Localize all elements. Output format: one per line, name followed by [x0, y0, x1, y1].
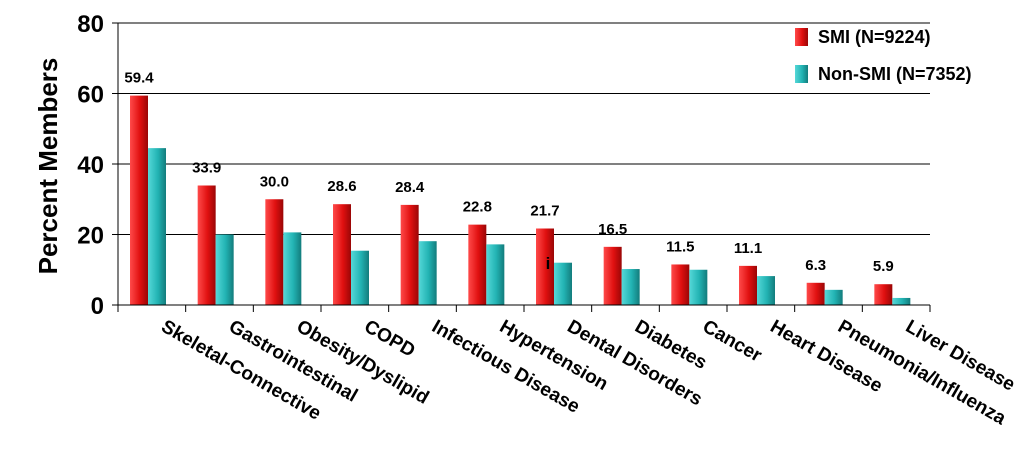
bar-smi [265, 199, 284, 305]
bar-non-smi [554, 262, 572, 305]
bar-non-smi [621, 269, 640, 305]
data-label: 11.5 [666, 238, 694, 255]
legend-swatch-non-smi [795, 65, 808, 83]
bar-non-smi [283, 232, 302, 305]
bar-non-smi [486, 244, 505, 305]
data-label: 16.5 [598, 221, 627, 238]
annotation-marker: i [546, 254, 551, 273]
y-tick-label: 60 [77, 82, 104, 109]
legend-label: Non-SMI (N=7352) [818, 64, 972, 84]
data-label: 5.9 [873, 258, 894, 275]
data-label: 28.4 [395, 179, 425, 196]
bar-non-smi [824, 289, 843, 305]
bar-smi [536, 228, 554, 305]
y-tick-label: 40 [77, 152, 104, 179]
bar-non-smi [757, 276, 775, 305]
data-label: 59.4 [124, 70, 154, 87]
y-tick-label: 80 [77, 11, 104, 38]
bar-smi [400, 204, 419, 305]
bar-smi [130, 95, 148, 306]
y-axis-ticks: 0 20 40 60 80 [77, 11, 118, 320]
data-label: 6.3 [805, 257, 826, 274]
bar-smi [874, 284, 893, 305]
legend-swatch-smi [795, 28, 808, 46]
x-category-label: Cancer [699, 316, 766, 367]
data-label: 21.7 [530, 203, 559, 220]
axes [117, 23, 931, 312]
data-label: 22.8 [463, 199, 492, 216]
y-tick-label: 20 [77, 223, 104, 250]
bar-smi [603, 246, 622, 305]
legend-label: SMI (N=9224) [818, 27, 931, 47]
bars [130, 95, 911, 306]
bar-smi [806, 282, 825, 305]
bar-smi [468, 224, 487, 305]
data-label: 28.6 [327, 178, 356, 195]
data-label: 11.1 [734, 240, 762, 257]
data-label: 33.9 [192, 160, 221, 177]
bar-smi [197, 185, 216, 305]
bar-smi [333, 204, 351, 305]
bar-non-smi [418, 241, 437, 305]
y-tick-label: 0 [91, 293, 104, 320]
gridlines [118, 22, 930, 235]
bar-non-smi [351, 250, 369, 305]
data-label: 30.0 [260, 173, 289, 190]
bar-non-smi [689, 269, 708, 305]
bar-non-smi [148, 148, 166, 305]
bar-non-smi [892, 297, 911, 305]
data-labels: 59.4 33.9 30.0 28.6 28.4 22.8 21.7 16.5 11.5 11.1… [124, 70, 893, 276]
category-labels: Skeletal-ConnectiveGastrointestinalObesi… [158, 316, 1019, 429]
bar-non-smi [215, 234, 234, 305]
x-category-label: Heart Disease [767, 316, 886, 397]
bar-smi [671, 264, 690, 305]
legend: SMI (N=9224) Non-SMI (N=7352) [795, 27, 972, 84]
bar-smi [739, 265, 757, 305]
y-axis-label: Percent Members [33, 58, 63, 275]
